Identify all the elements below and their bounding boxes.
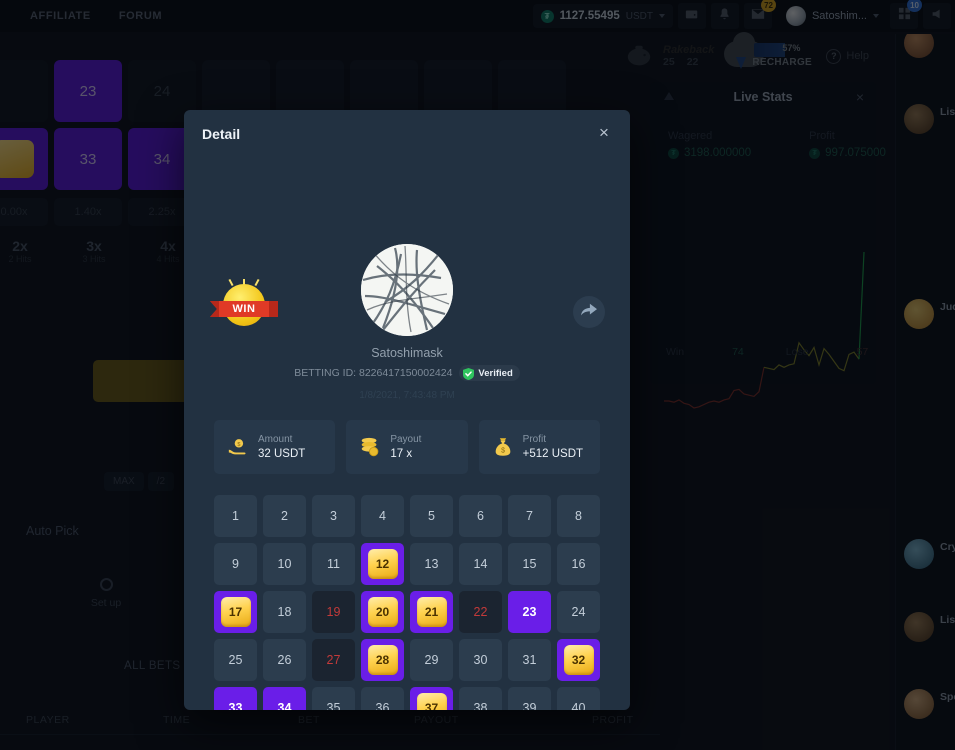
amount-label: Amount <box>258 434 293 445</box>
bet-detail-modal: Detail × WIN <box>184 110 630 710</box>
badge-ray-icon <box>228 278 234 287</box>
number-cell-30[interactable]: 30 <box>459 639 502 681</box>
number-cell-12[interactable]: 12 <box>361 543 404 585</box>
gold-tile-icon: 12 <box>367 549 398 579</box>
number-cell-16[interactable]: 16 <box>557 543 600 585</box>
close-icon[interactable]: × <box>599 123 609 142</box>
money-bag-icon: $ <box>492 436 514 458</box>
svg-text:$: $ <box>501 448 505 455</box>
number-cell-34[interactable]: 34 <box>263 687 306 710</box>
summary-cards: $ Amount 32 USDT Payout 17 x <box>214 420 600 474</box>
number-cell-37[interactable]: 37 <box>410 687 453 710</box>
bet-timestamp: 1/8/2021, 7:43:48 PM <box>359 390 455 401</box>
number-cell-28[interactable]: 28 <box>361 639 404 681</box>
profit-value: +512 USDT <box>522 448 584 460</box>
badge-ray-icon <box>254 278 260 287</box>
modal-body: WIN <box>184 244 630 710</box>
verified-badge: Verified <box>459 365 520 381</box>
payout-label: Payout <box>390 434 422 445</box>
number-cell-35[interactable]: 35 <box>312 687 355 710</box>
player-avatar <box>361 244 453 336</box>
number-grid: 1 2 3 4 5 6 7 8 9 10 11 12 13 14 15 16 17 18 19 20 21 22 23 24 2… <box>214 495 600 710</box>
number-cell-38[interactable]: 38 <box>459 687 502 710</box>
modal-title: Detail <box>202 126 241 142</box>
payout-value: 17 x <box>390 448 413 460</box>
payout-card: Payout 17 x <box>346 420 468 474</box>
badge-ribbon-icon <box>210 301 278 317</box>
coin-stack-icon <box>359 436 381 458</box>
number-cell-11[interactable]: 11 <box>312 543 355 585</box>
number-cell-20[interactable]: 20 <box>361 591 404 633</box>
number-cell-8[interactable]: 8 <box>557 495 600 537</box>
number-cell-10[interactable]: 10 <box>263 543 306 585</box>
modal-header: Detail × <box>184 110 630 158</box>
hand-coin-icon: $ <box>227 436 249 458</box>
number-cell-18[interactable]: 18 <box>263 591 306 633</box>
number-cell-6[interactable]: 6 <box>459 495 502 537</box>
avatar-artwork-icon <box>361 244 453 336</box>
svg-text:$: $ <box>237 442 240 448</box>
profit-label: Profit <box>522 434 546 445</box>
win-badge: WIN <box>210 278 278 334</box>
gold-tile-icon: 20 <box>367 597 398 627</box>
number-cell-23[interactable]: 23 <box>508 591 551 633</box>
number-cell-22[interactable]: 22 <box>459 591 502 633</box>
number-cell-33[interactable]: 33 <box>214 687 257 710</box>
player-name: Satoshimask <box>371 346 443 360</box>
win-badge-label: WIN <box>232 303 256 315</box>
number-cell-25[interactable]: 25 <box>214 639 257 681</box>
verified-label: Verified <box>478 367 513 379</box>
badge-ray-icon <box>243 279 245 286</box>
number-cell-7[interactable]: 7 <box>508 495 551 537</box>
number-cell-9[interactable]: 9 <box>214 543 257 585</box>
amount-value: 32 USDT <box>258 448 306 460</box>
number-cell-29[interactable]: 29 <box>410 639 453 681</box>
share-arrow-icon <box>581 303 597 322</box>
share-button[interactable] <box>573 296 605 328</box>
number-cell-14[interactable]: 14 <box>459 543 502 585</box>
number-cell-24[interactable]: 24 <box>557 591 600 633</box>
number-cell-36[interactable]: 36 <box>361 687 404 710</box>
number-cell-32[interactable]: 32 <box>557 639 600 681</box>
number-cell-27[interactable]: 27 <box>312 639 355 681</box>
number-cell-13[interactable]: 13 <box>410 543 453 585</box>
number-cell-4[interactable]: 4 <box>361 495 404 537</box>
gold-tile-icon: 28 <box>367 645 398 675</box>
number-cell-1[interactable]: 1 <box>214 495 257 537</box>
number-cell-21[interactable]: 21 <box>410 591 453 633</box>
number-cell-19[interactable]: 19 <box>312 591 355 633</box>
number-cell-5[interactable]: 5 <box>410 495 453 537</box>
betting-id-row: BETTING ID: 8226417150002424 Verified <box>214 365 600 381</box>
number-cell-15[interactable]: 15 <box>508 543 551 585</box>
number-cell-39[interactable]: 39 <box>508 687 551 710</box>
profit-card: $ Profit +512 USDT <box>478 420 600 474</box>
number-cell-3[interactable]: 3 <box>312 495 355 537</box>
gold-tile-icon: 37 <box>416 693 447 710</box>
gold-tile-icon: 17 <box>220 597 251 627</box>
number-cell-31[interactable]: 31 <box>508 639 551 681</box>
number-cell-2[interactable]: 2 <box>263 495 306 537</box>
number-cell-17[interactable]: 17 <box>214 591 257 633</box>
amount-card: $ Amount 32 USDT <box>214 420 336 474</box>
number-cell-40[interactable]: 40 <box>557 687 600 710</box>
gold-tile-icon: 21 <box>416 597 447 627</box>
gold-tile-icon: 32 <box>563 645 594 675</box>
number-cell-26[interactable]: 26 <box>263 639 306 681</box>
shield-check-icon <box>463 367 475 380</box>
betting-id: BETTING ID: 8226417150002424 <box>294 367 453 379</box>
